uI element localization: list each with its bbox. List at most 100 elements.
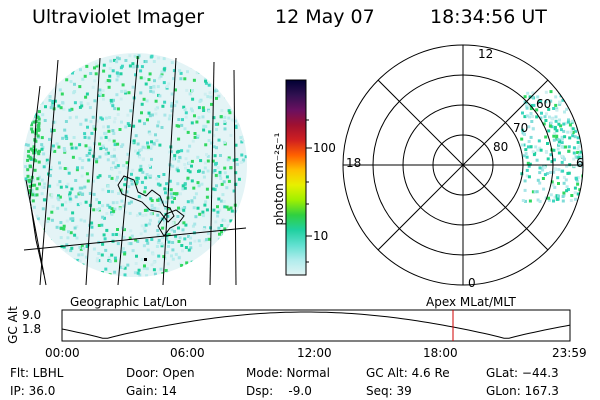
speckle-pixel bbox=[239, 210, 243, 214]
speckle-pixel bbox=[210, 69, 214, 73]
speckle-pixel bbox=[158, 217, 162, 221]
speckle-pixel bbox=[206, 232, 210, 235]
speckle-pixel bbox=[114, 158, 118, 162]
speckle-pixel bbox=[555, 134, 559, 138]
speckle-pixel bbox=[67, 272, 71, 275]
speckle-pixel bbox=[97, 224, 101, 227]
speckle-pixel bbox=[115, 60, 119, 64]
speckle-pixel bbox=[29, 147, 33, 151]
speckle-pixel bbox=[43, 84, 47, 87]
speckle-pixel bbox=[50, 218, 54, 222]
speckle-pixel bbox=[63, 257, 67, 261]
speckle-pixel bbox=[145, 208, 149, 212]
speckle-pixel bbox=[127, 124, 131, 127]
speckle-pixel bbox=[43, 78, 47, 82]
altitude-curve bbox=[61, 311, 571, 339]
speckle-pixel bbox=[101, 89, 105, 93]
speckle-pixel bbox=[230, 233, 234, 237]
speckle-pixel bbox=[106, 203, 110, 207]
speckle-pixel bbox=[523, 115, 527, 119]
speckle-pixel bbox=[523, 95, 527, 99]
speckle-pixel bbox=[567, 95, 571, 99]
speckle-pixel bbox=[227, 276, 231, 277]
speckle-pixel bbox=[115, 233, 119, 236]
speckle-pixel bbox=[241, 272, 245, 276]
speckle-pixel bbox=[129, 200, 133, 204]
speckle-pixel bbox=[92, 247, 96, 251]
speckle-pixel bbox=[526, 91, 530, 95]
speckle-pixel bbox=[86, 125, 89, 129]
speckle-pixel bbox=[64, 71, 68, 75]
speckle-pixel bbox=[225, 243, 229, 247]
alt-xtick-1800: 18:00 bbox=[423, 346, 458, 360]
speckle-pixel bbox=[140, 224, 144, 228]
speckle-pixel bbox=[588, 197, 591, 200]
speckle-pixel bbox=[80, 174, 84, 178]
speckle-pixel bbox=[101, 242, 105, 246]
speckle-pixel bbox=[171, 221, 175, 225]
speckle-pixel bbox=[186, 149, 190, 153]
speckle-pixel bbox=[570, 107, 574, 111]
speckle-pixel bbox=[156, 213, 160, 217]
speckle-pixel bbox=[109, 98, 113, 102]
speckle-pixel bbox=[65, 248, 69, 252]
speckle-pixel bbox=[184, 111, 188, 115]
speckle-pixel bbox=[49, 150, 53, 154]
speckle-pixel bbox=[71, 211, 75, 215]
speckle-pixel bbox=[228, 93, 232, 97]
speckle-pixel bbox=[97, 201, 101, 205]
speckle-pixel bbox=[91, 276, 94, 277]
speckle-pixel bbox=[222, 180, 226, 184]
speckle-pixel bbox=[26, 154, 30, 158]
speckle-pixel bbox=[579, 150, 583, 154]
speckle-pixel bbox=[139, 232, 143, 236]
speckle-pixel bbox=[78, 259, 82, 263]
speckle-pixel bbox=[555, 129, 559, 133]
speckle-pixel bbox=[91, 179, 95, 183]
speckle-pixel bbox=[184, 166, 187, 170]
speckle-pixel bbox=[189, 58, 193, 62]
speckle-pixel bbox=[552, 199, 555, 203]
speckle-pixel bbox=[548, 124, 552, 128]
speckle-pixel bbox=[204, 200, 208, 204]
speckle-pixel bbox=[112, 98, 115, 102]
speckle-pixel bbox=[149, 89, 153, 93]
speckle-pixel bbox=[565, 107, 569, 111]
speckle-pixel bbox=[555, 197, 559, 201]
speckle-pixel bbox=[145, 239, 149, 242]
speckle-pixel bbox=[547, 196, 550, 200]
speckle-pixel bbox=[549, 121, 553, 125]
speckle-pixel bbox=[90, 233, 94, 237]
speckle-pixel bbox=[202, 124, 206, 128]
speckle-pixel bbox=[177, 226, 180, 230]
speckle-pixel bbox=[36, 217, 40, 221]
speckle-pixel bbox=[104, 135, 108, 139]
speckle-pixel bbox=[243, 79, 247, 83]
speckle-pixel bbox=[541, 177, 545, 180]
speckle-pixel bbox=[24, 262, 27, 266]
speckle-pixel bbox=[88, 56, 92, 60]
speckle-pixel bbox=[53, 149, 57, 153]
island-marker bbox=[144, 258, 147, 261]
speckle-pixel bbox=[170, 101, 174, 105]
speckle-pixel bbox=[116, 165, 120, 169]
speckle-pixel bbox=[217, 226, 221, 230]
speckle-pixel bbox=[112, 154, 116, 158]
speckle-pixel bbox=[84, 118, 88, 122]
speckle-pixel bbox=[143, 190, 147, 194]
speckle-pixel bbox=[563, 158, 566, 161]
speckle-pixel bbox=[157, 76, 161, 80]
speckle-pixel bbox=[96, 279, 99, 282]
speckle-pixel bbox=[76, 258, 80, 262]
speckle-pixel bbox=[42, 165, 46, 169]
speckle-pixel bbox=[202, 227, 206, 231]
speckle-pixel bbox=[171, 257, 175, 261]
speckle-pixel bbox=[571, 95, 575, 99]
speckle-pixel bbox=[69, 217, 73, 221]
speckle-pixel bbox=[98, 174, 102, 178]
speckle-pixel bbox=[51, 205, 55, 209]
speckle-pixel bbox=[59, 106, 63, 110]
speckle-pixel bbox=[66, 236, 70, 240]
speckle-pixel bbox=[176, 58, 180, 62]
speckle-pixel bbox=[575, 96, 579, 100]
